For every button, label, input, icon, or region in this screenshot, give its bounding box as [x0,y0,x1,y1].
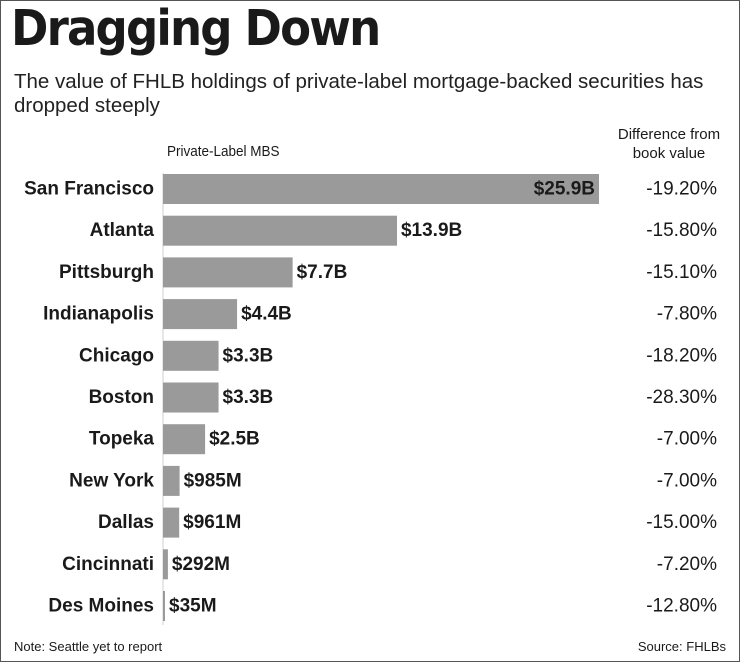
bar-san-francisco [163,174,599,204]
bar-dallas [163,507,180,538]
category-label-topeka: Topeka [89,429,155,450]
category-label-boston: Boston [89,387,154,408]
bar-boston [163,382,219,413]
value-label-pittsburgh: $7.7B [297,262,348,283]
category-label-new-york: New York [69,470,154,491]
bar-chicago [163,340,219,371]
series-label: Private-Label MBS [167,143,280,160]
chart-subtitle: The value of FHLB holdings of private-la… [14,70,704,117]
difference-label-new-york: -7.00% [657,470,717,491]
category-label-cincinnati: Cincinnati [62,554,154,575]
value-label-chicago: $3.3B [223,345,274,366]
category-label-dallas: Dallas [98,512,154,533]
bar-pittsburgh [163,257,293,288]
value-label-atlanta: $13.9B [401,220,462,241]
category-label-des-moines: Des Moines [48,596,154,617]
category-label-chicago: Chicago [79,345,154,366]
value-label-cincinnati: $292M [172,554,230,575]
value-label-des-moines: $35M [169,596,217,617]
bar-des-moines [163,591,165,621]
difference-label-pittsburgh: -15.10% [646,262,717,283]
difference-label-chicago: -18.20% [646,345,717,366]
category-label-san-francisco: San Francisco [24,179,154,200]
value-label-indianapolis: $4.4B [241,304,292,325]
chart-source: Source: FHLBs [637,639,726,654]
value-label-dallas: $961M [183,512,241,533]
difference-label-boston: -28.30% [646,387,717,408]
value-label-topeka: $2.5B [209,429,260,450]
value-label-san-francisco: $25.9B [534,179,595,200]
difference-label-indianapolis: -7.80% [657,304,717,325]
bar-cincinnati [163,549,168,580]
category-label-atlanta: Atlanta [90,220,155,241]
category-label-indianapolis: Indianapolis [43,304,154,325]
bar-atlanta [163,215,397,246]
difference-header-line-1: Difference from [617,126,721,143]
bar-rows: San Francisco $25.9B -19.20% Atlanta $13.9B -… [24,174,717,621]
bar-indianapolis [163,299,238,330]
difference-label-des-moines: -12.80% [646,596,717,617]
difference-label-topeka: -7.00% [657,429,717,450]
difference-label-dallas: -15.00% [646,512,717,533]
bar-new-york [163,465,180,496]
difference-label-atlanta: -15.80% [646,220,717,241]
difference-label-cincinnati: -7.20% [657,554,717,575]
difference-header-line-2: book value [632,145,706,162]
difference-label-san-francisco: -19.20% [646,179,717,200]
value-label-new-york: $985M [184,470,242,491]
category-label-pittsburgh: Pittsburgh [59,262,154,283]
value-label-boston: $3.3B [223,387,274,408]
chart-title: Dragging Down [11,0,381,57]
chart-note: Note: Seattle yet to report [14,639,163,654]
bar-topeka [163,424,206,455]
difference-column-header: Difference from book value [599,125,739,163]
